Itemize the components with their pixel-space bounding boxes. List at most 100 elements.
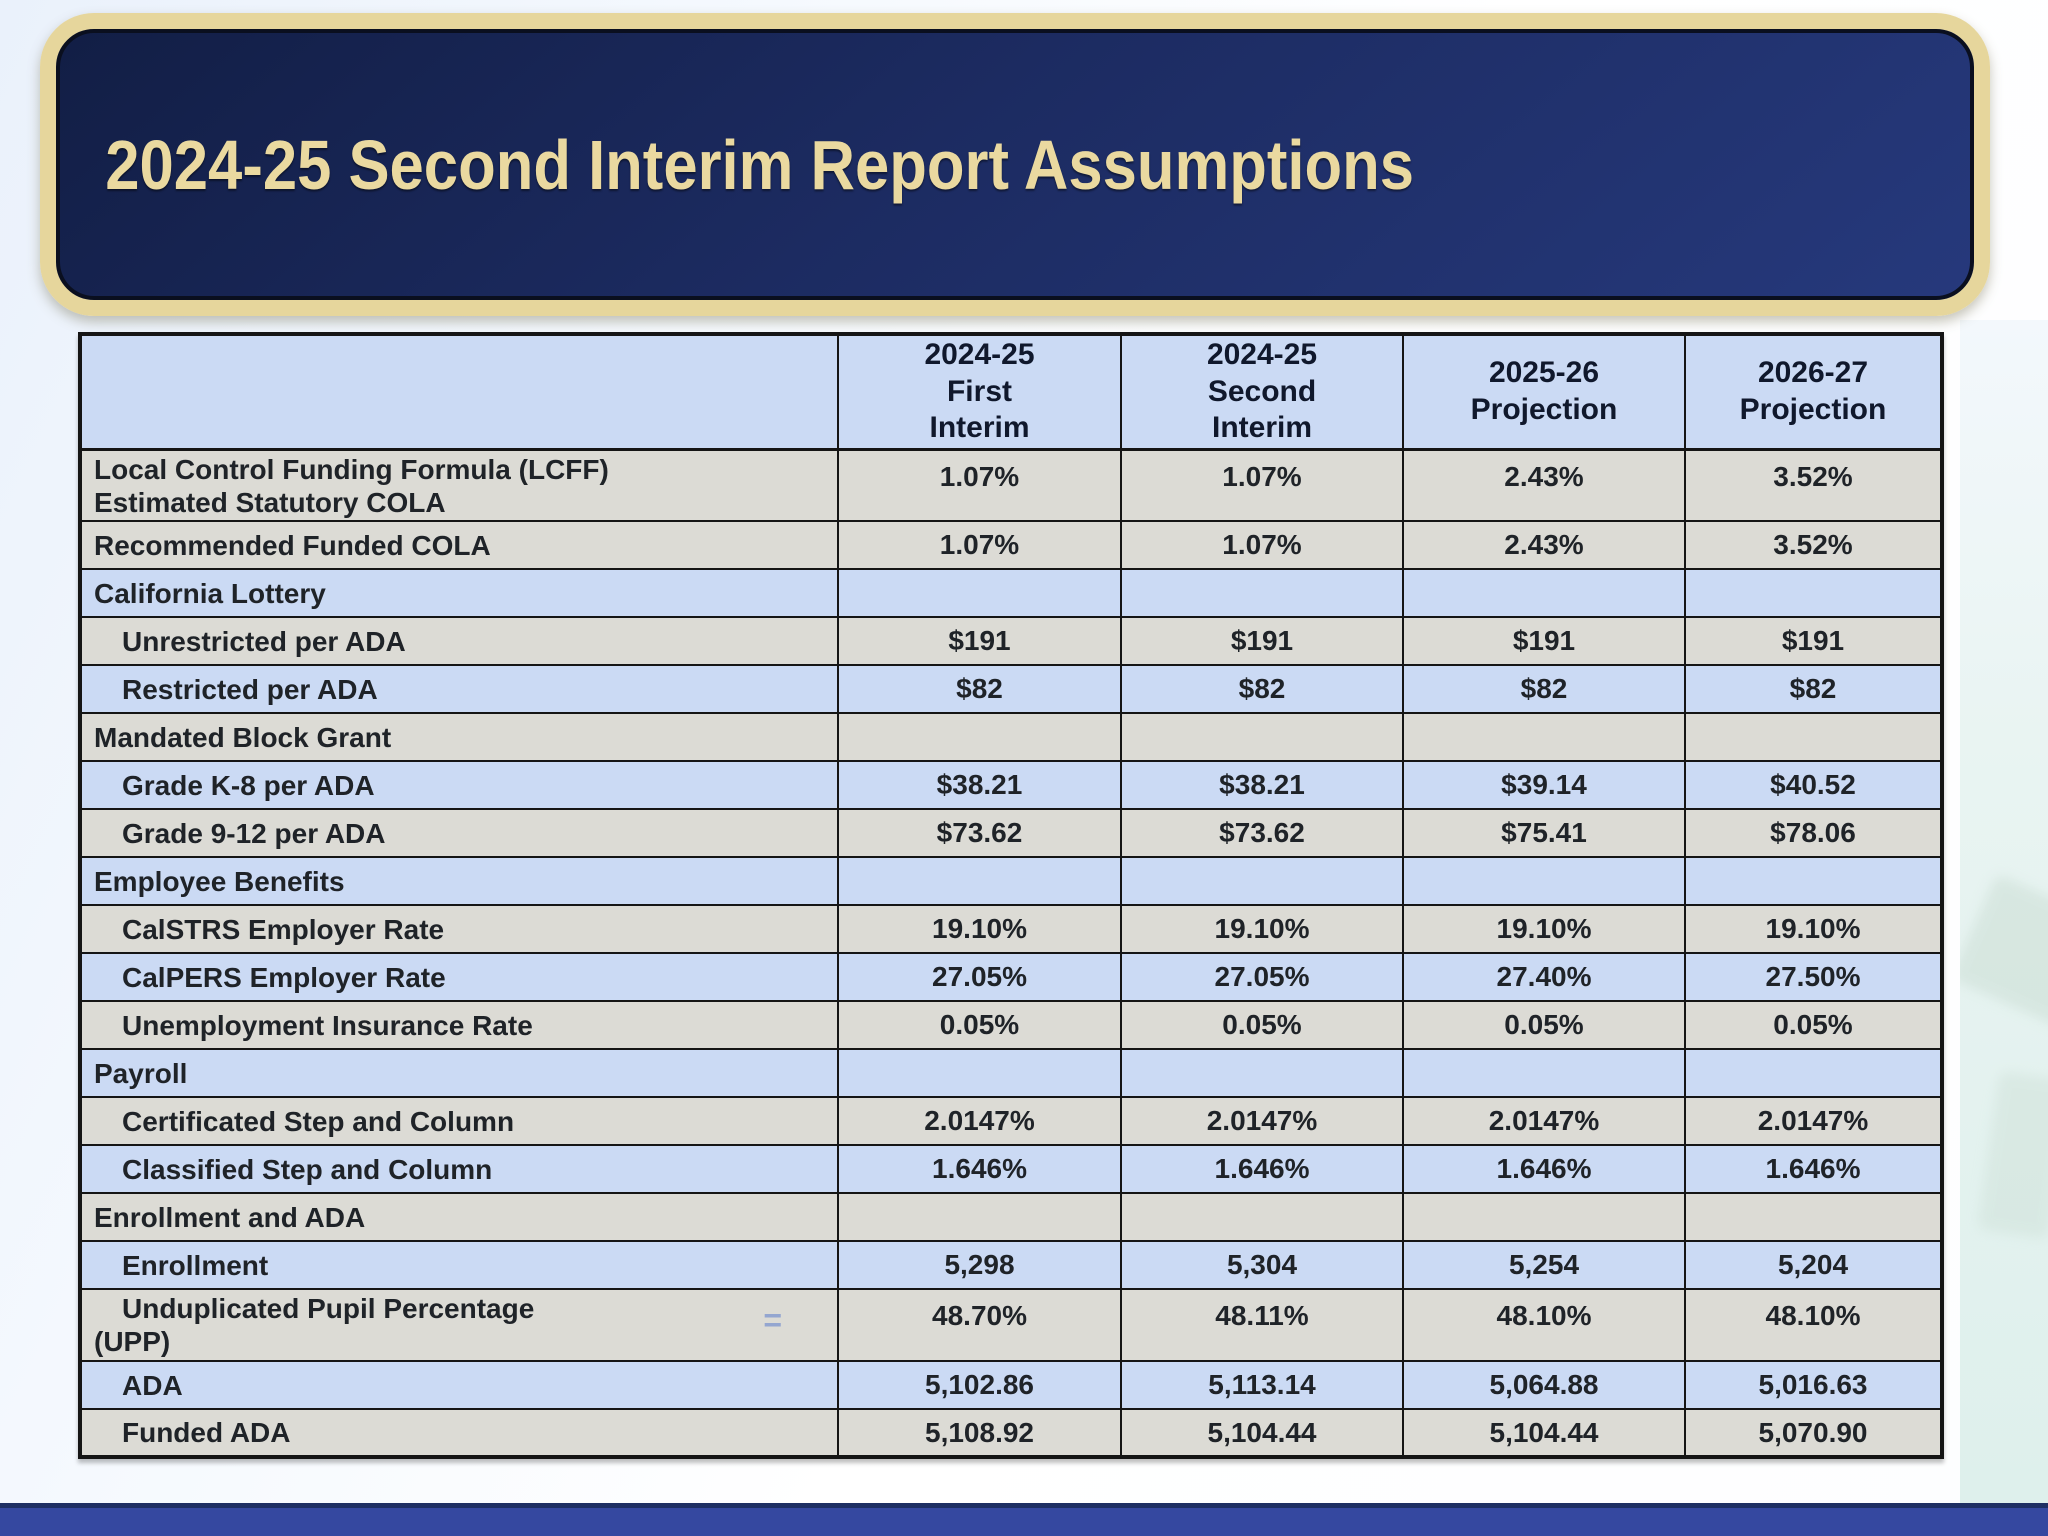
- value-cell: $191: [837, 616, 1122, 667]
- row-label: CalSTRS Employer Rate: [79, 904, 839, 955]
- value-cell: 2.0147%: [1120, 1096, 1404, 1147]
- value-cell: 48.70%: [837, 1288, 1122, 1363]
- row-label: Funded ADA: [79, 1408, 839, 1459]
- value-cell: $191: [1402, 616, 1686, 667]
- value-cell: 1.646%: [1120, 1144, 1404, 1195]
- value-cell: $40.52: [1684, 760, 1943, 811]
- value-cell: [1684, 568, 1943, 619]
- value-cell: [1402, 712, 1686, 763]
- row-label: Payroll: [79, 1048, 839, 1099]
- value-cell: 2.43%: [1402, 448, 1686, 523]
- corner-cell: [79, 332, 839, 451]
- value-cell: $82: [1402, 664, 1686, 715]
- row-label: Grade 9-12 per ADA: [79, 808, 839, 859]
- value-cell: 2.0147%: [837, 1096, 1122, 1147]
- value-cell: 5,304: [1120, 1240, 1404, 1291]
- value-cell: $38.21: [1120, 760, 1404, 811]
- equals-icon: =: [763, 1302, 782, 1339]
- value-cell: [1402, 1048, 1686, 1099]
- value-cell: [837, 712, 1122, 763]
- table-row: CalSTRS Employer Rate 19.10% 19.10% 19.10% 1…: [79, 904, 1943, 955]
- row-label: Grade K-8 per ADA: [79, 760, 839, 811]
- table-row: Funded ADA 5,108.92 5,104.44 5,104.44 5,070.…: [79, 1408, 1943, 1459]
- value-cell: 1.07%: [837, 448, 1122, 523]
- row-label: Restricted per ADA: [79, 664, 839, 715]
- table-row: Grade K-8 per ADA $38.21 $38.21 $39.14 $40.5…: [79, 760, 1943, 811]
- value-cell: 5,204: [1684, 1240, 1943, 1291]
- value-cell: 48.10%: [1402, 1288, 1686, 1363]
- value-cell: [1120, 568, 1404, 619]
- assumptions-table: 2024-25 First Interim 2024-25 Second Inte…: [78, 332, 1944, 1460]
- table-row: Certificated Step and Column 2.0147% 2.014…: [79, 1096, 1943, 1147]
- value-cell: [1120, 1192, 1404, 1243]
- table-row: Enrollment and ADA: [79, 1192, 1943, 1243]
- table-row: Recommended Funded COLA 1.07% 1.07% 2.43% 3.…: [79, 520, 1943, 571]
- value-cell: 19.10%: [837, 904, 1122, 955]
- row-label: Employee Benefits: [79, 856, 839, 907]
- value-cell: $75.41: [1402, 808, 1686, 859]
- row-label: Certificated Step and Column: [79, 1096, 839, 1147]
- value-cell: $78.06: [1684, 808, 1943, 859]
- value-cell: $73.62: [837, 808, 1122, 859]
- column-header: 2024-25 First Interim: [837, 332, 1122, 451]
- slide-title: 2024-25 Second Interim Report Assumption…: [105, 125, 1415, 204]
- value-cell: $82: [837, 664, 1122, 715]
- value-cell: $73.62: [1120, 808, 1404, 859]
- value-cell: 1.07%: [1120, 448, 1404, 523]
- value-cell: 5,104.44: [1120, 1408, 1404, 1459]
- column-header: 2025-26 Projection: [1402, 332, 1686, 451]
- table-row: Local Control Funding Formula (LCFF) Est…: [79, 448, 1943, 523]
- value-cell: $191: [1120, 616, 1404, 667]
- title-banner: 2024-25 Second Interim Report Assumption…: [40, 13, 1990, 316]
- value-cell: 5,108.92: [837, 1408, 1122, 1459]
- table-row: CalPERS Employer Rate 27.05% 27.05% 27.40% 2…: [79, 952, 1943, 1003]
- table-row: Enrollment 5,298 5,304 5,254 5,204: [79, 1240, 1943, 1291]
- column-header: 2026-27 Projection: [1684, 332, 1943, 451]
- value-cell: 0.05%: [837, 1000, 1122, 1051]
- table-header: 2024-25 First Interim 2024-25 Second Inte…: [79, 332, 1943, 451]
- value-cell: 27.05%: [1120, 952, 1404, 1003]
- value-cell: [1684, 1192, 1943, 1243]
- row-label: Enrollment and ADA: [79, 1192, 839, 1243]
- value-cell: 5,064.88: [1402, 1360, 1686, 1411]
- value-cell: 0.05%: [1402, 1000, 1686, 1051]
- value-cell: 1.07%: [837, 520, 1122, 571]
- watermark-shape: [1977, 1070, 2048, 1240]
- row-label: Unduplicated Pupil Percentage (UPP) =: [79, 1288, 839, 1363]
- value-cell: [1684, 856, 1943, 907]
- row-label: Enrollment: [79, 1240, 839, 1291]
- table-row: ADA 5,102.86 5,113.14 5,064.88 5,016.63: [79, 1360, 1943, 1411]
- value-cell: [1402, 568, 1686, 619]
- value-cell: 5,016.63: [1684, 1360, 1943, 1411]
- footer-bar: [0, 1503, 2048, 1536]
- value-cell: $82: [1120, 664, 1404, 715]
- value-cell: 1.07%: [1120, 520, 1404, 571]
- value-cell: 3.52%: [1684, 520, 1943, 571]
- row-label: Unemployment Insurance Rate: [79, 1000, 839, 1051]
- value-cell: 27.05%: [837, 952, 1122, 1003]
- value-cell: 1.646%: [837, 1144, 1122, 1195]
- table-row: Unemployment Insurance Rate 0.05% 0.05% 0.0…: [79, 1000, 1943, 1051]
- value-cell: 48.11%: [1120, 1288, 1404, 1363]
- table-body: Local Control Funding Formula (LCFF) Est…: [79, 448, 1943, 1459]
- table-row: Classified Step and Column 1.646% 1.646% 1.…: [79, 1144, 1943, 1195]
- value-cell: [1402, 856, 1686, 907]
- row-label: CalPERS Employer Rate: [79, 952, 839, 1003]
- value-cell: [837, 1048, 1122, 1099]
- value-cell: [837, 856, 1122, 907]
- value-cell: 5,104.44: [1402, 1408, 1686, 1459]
- value-cell: 1.646%: [1402, 1144, 1686, 1195]
- value-cell: [1120, 1048, 1404, 1099]
- row-label: Local Control Funding Formula (LCFF) Est…: [79, 448, 839, 523]
- table-row: Employee Benefits: [79, 856, 1943, 907]
- value-cell: $38.21: [837, 760, 1122, 811]
- table-row: Unrestricted per ADA $191 $191 $191 $191: [79, 616, 1943, 667]
- value-cell: 0.05%: [1120, 1000, 1404, 1051]
- value-cell: $39.14: [1402, 760, 1686, 811]
- value-cell: 5,113.14: [1120, 1360, 1404, 1411]
- value-cell: [1684, 1048, 1943, 1099]
- table-row: California Lottery: [79, 568, 1943, 619]
- row-label: California Lottery: [79, 568, 839, 619]
- table-row: Mandated Block Grant: [79, 712, 1943, 763]
- value-cell: [1120, 856, 1404, 907]
